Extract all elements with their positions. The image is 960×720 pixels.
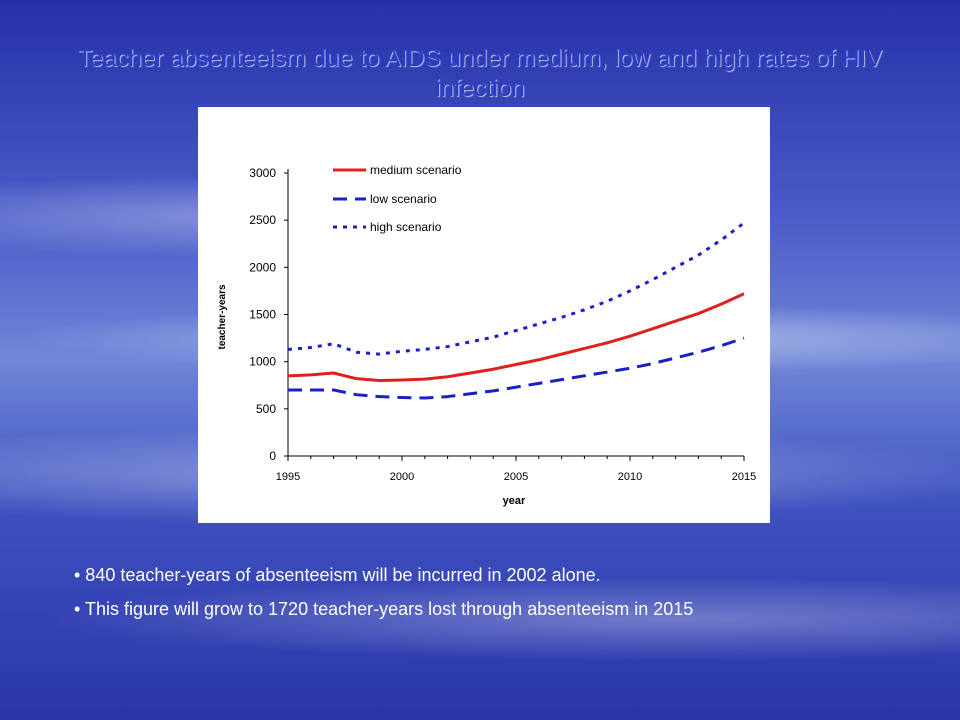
bullet-list: • 840 teacher-years of absenteeism will … (74, 563, 864, 631)
y-tick-label: 1500 (249, 308, 276, 322)
bullet-item: • This figure will grow to 1720 teacher-… (74, 599, 694, 619)
legend-label: medium scenario (370, 163, 462, 177)
slide-title: Teacher absenteeism due to AIDS under me… (77, 45, 883, 102)
bullet-item: • 840 teacher-years of absenteeism will … (74, 565, 601, 585)
legend-label: high scenario (370, 220, 442, 234)
x-tick-label: 2010 (618, 471, 642, 483)
y-tick-label: 2500 (249, 213, 276, 227)
y-tick-label: 500 (256, 402, 276, 416)
line-chart: 0 500 1000 1500 2000 2500 3000 1995 2000 2005 2010… (217, 163, 756, 507)
y-tick-label: 0 (269, 449, 276, 463)
series-line-high-scenario (287, 221, 745, 356)
y-tick-label: 2000 (249, 260, 276, 274)
x-tick-label: 2000 (390, 471, 414, 483)
series-line-medium-scenario (287, 292, 745, 383)
series-line-low-scenario (288, 336, 745, 400)
y-tick-label: 1000 (249, 355, 276, 369)
y-axis-label: teacher-years (217, 284, 228, 349)
x-axis-label: year (503, 495, 526, 507)
y-tick-label: 3000 (249, 166, 276, 180)
x-tick-label: 2015 (732, 471, 756, 483)
legend-label: low scenario (370, 192, 437, 206)
x-tick-label: 2005 (504, 471, 528, 483)
x-tick-label: 1995 (276, 471, 300, 483)
chart-panel: 0 500 1000 1500 2000 2500 3000 1995 2000 2005 2010… (198, 107, 770, 523)
